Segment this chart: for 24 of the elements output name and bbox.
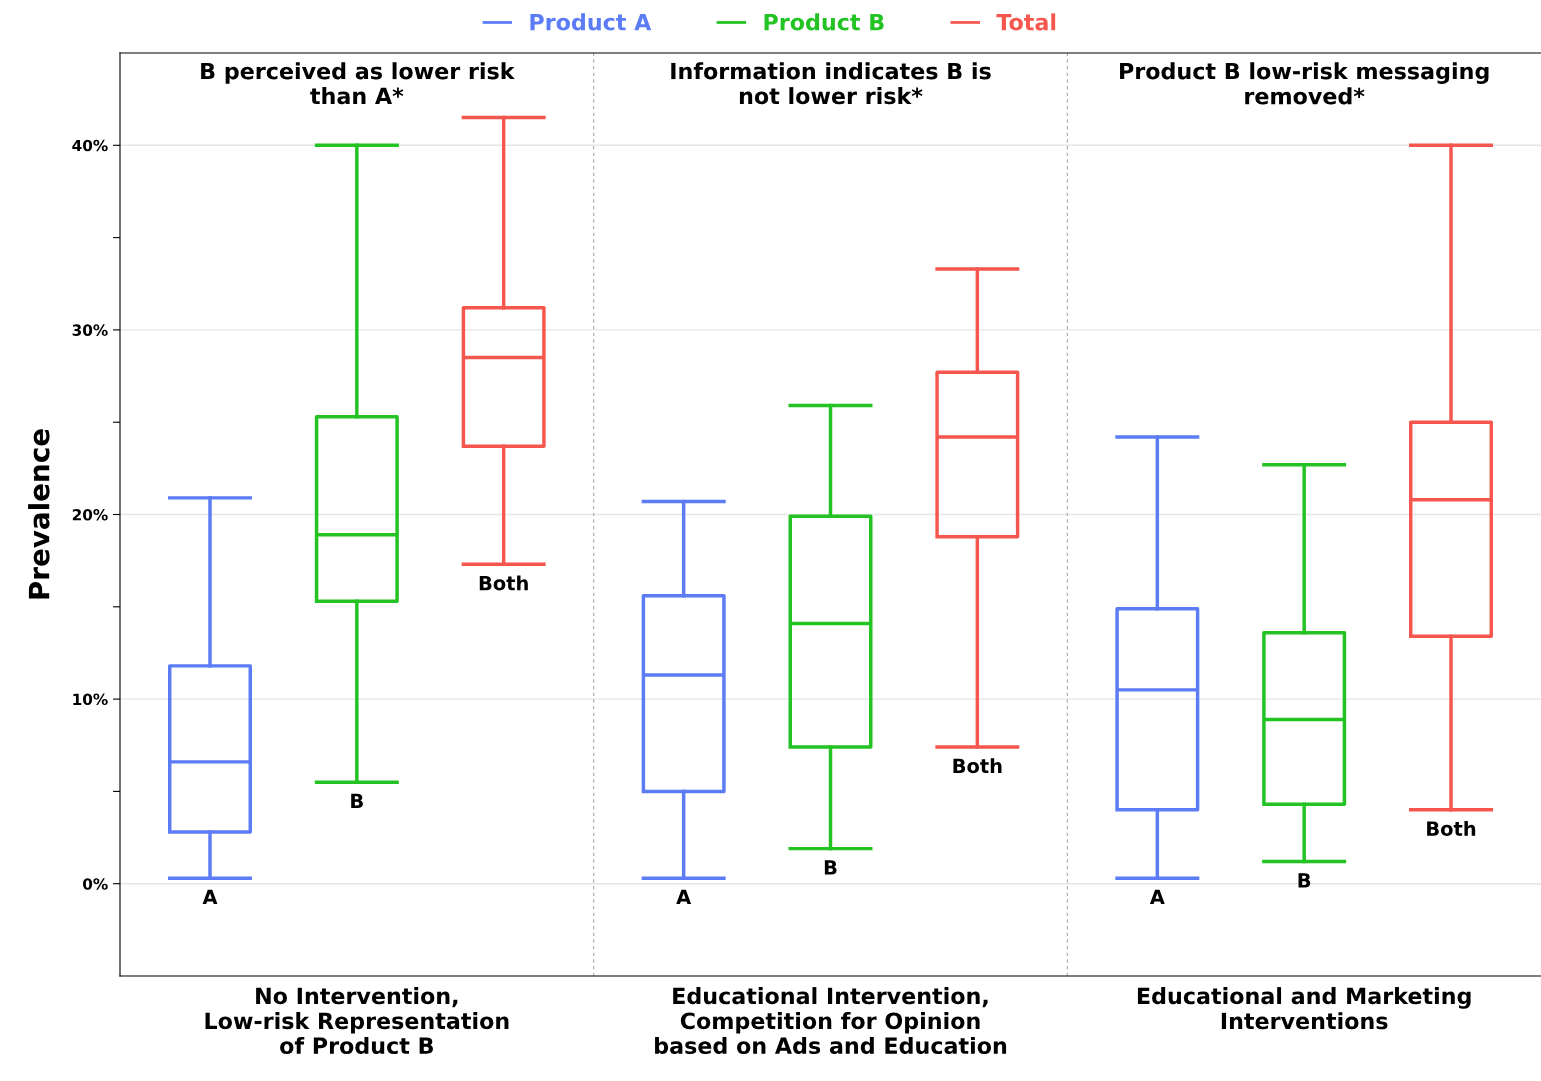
x-tick-label: Educational and Marketing Interventions [1137, 987, 1471, 1030]
y-tick-label: 30% [72, 324, 108, 336]
x-tick-label: Educational Intervention, Competition for Opinion based on Ads and Education [655, 987, 1007, 1055]
text: Both [1427, 820, 1476, 836]
legend-label: Total [996, 13, 1056, 31]
text: Both [953, 758, 1002, 774]
y-tick-label: 40% [72, 139, 108, 152]
text: B [1298, 873, 1311, 888]
annotation: Product B low-risk messaging removed* [1120, 62, 1489, 105]
text: A [202, 889, 218, 905]
text: A [676, 889, 692, 905]
text: B [824, 860, 837, 875]
x-tick-label: No Intervention, Low-risk Representation of Product B [205, 987, 509, 1055]
annotation: B perceived as lower risk than A* [201, 62, 515, 105]
legend-label: Product B [764, 13, 884, 31]
annotation: Information indicates B is not lower risk* [671, 62, 991, 105]
y-tick-label: 10% [73, 693, 108, 706]
y-axis-title: Prevalence [28, 429, 50, 599]
text: B [351, 793, 363, 809]
text: A [1149, 889, 1165, 905]
text: Both [479, 575, 528, 591]
y-tick-label: 20% [72, 508, 108, 521]
y-tick-label: 0% [82, 878, 108, 890]
legend-label: Product A [530, 13, 652, 31]
